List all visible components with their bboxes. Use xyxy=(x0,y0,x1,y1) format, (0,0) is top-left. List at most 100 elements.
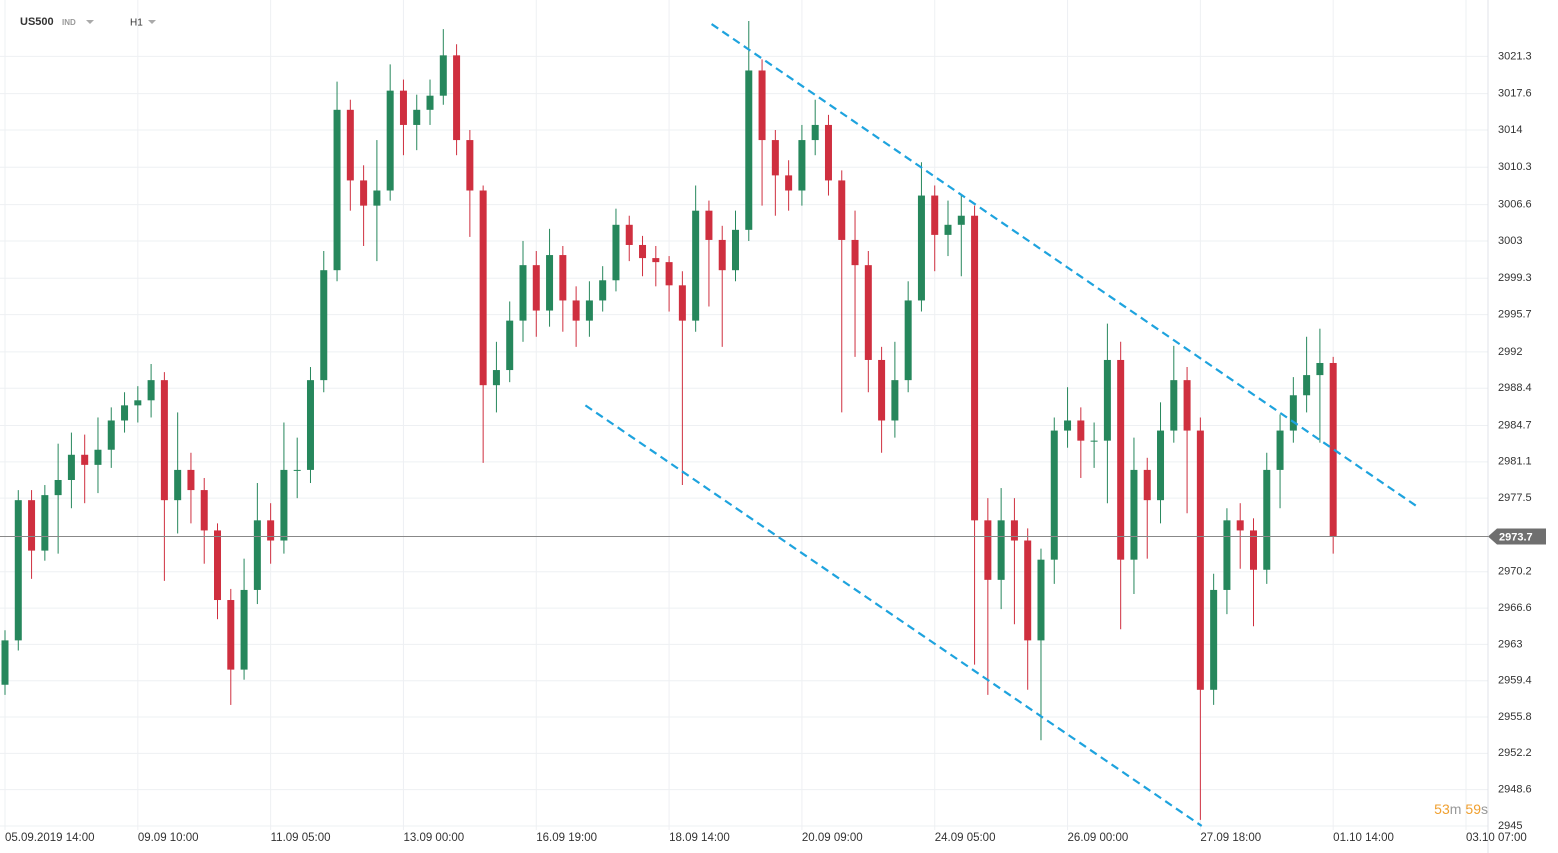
candle-body xyxy=(1249,530,1257,570)
candle-body xyxy=(439,55,447,96)
x-tick-label: 18.09 14:00 xyxy=(669,832,730,844)
countdown-seconds-unit: s xyxy=(1481,801,1488,817)
candle-body xyxy=(599,280,607,301)
candle-body xyxy=(1103,359,1111,441)
y-tick-label: 2963 xyxy=(1498,638,1522,650)
y-tick-label: 2955.8 xyxy=(1498,711,1532,723)
candle-body xyxy=(546,255,554,311)
candle-body xyxy=(1130,469,1138,560)
candle-body xyxy=(227,600,235,670)
y-tick-label: 2988.4 xyxy=(1498,382,1532,394)
candle-body xyxy=(519,265,527,321)
candle-body xyxy=(771,140,779,176)
candle-body xyxy=(1329,362,1337,537)
candle-body xyxy=(944,224,952,235)
candle-body xyxy=(54,479,62,496)
candle-body xyxy=(1077,420,1085,441)
candle-body xyxy=(652,258,660,263)
candle-body xyxy=(1117,359,1125,560)
candle-body xyxy=(492,370,500,386)
candle-body xyxy=(639,244,647,259)
y-tick-label: 3017.6 xyxy=(1498,88,1532,100)
x-tick-label: 27.09 18:00 xyxy=(1200,832,1261,844)
dropdown-arrow[interactable] xyxy=(148,20,156,24)
candle-body xyxy=(41,495,49,551)
y-tick-label: 3006.6 xyxy=(1498,199,1532,211)
candle-body xyxy=(1170,380,1178,431)
candle-body xyxy=(293,469,301,471)
candle-body xyxy=(1276,430,1284,470)
candle-body xyxy=(824,124,832,181)
candle-body xyxy=(1223,520,1231,590)
grid xyxy=(0,0,1489,853)
candle-body xyxy=(1064,420,1072,431)
candle-body xyxy=(426,95,434,110)
candle-body xyxy=(798,140,806,191)
market: IND xyxy=(62,18,76,27)
candle-body xyxy=(373,190,381,206)
candle-body xyxy=(1289,395,1297,431)
candle-body xyxy=(147,380,155,401)
y-tick-label: 2970.2 xyxy=(1498,566,1532,578)
candle-body xyxy=(1316,362,1324,376)
candle-body xyxy=(466,140,474,191)
x-tick-label: 11.09 05:00 xyxy=(271,832,331,844)
overlay: 2973.7 xyxy=(0,23,1546,827)
candle-body xyxy=(891,380,899,421)
candle-body xyxy=(479,190,487,386)
candle-body xyxy=(346,109,354,181)
candle-body xyxy=(306,380,314,470)
candle-body xyxy=(864,265,872,360)
candle-body xyxy=(1236,520,1244,531)
symbol[interactable]: US500 xyxy=(20,16,54,28)
candle-body xyxy=(851,239,859,266)
candle-body xyxy=(838,180,846,240)
dropdown-arrow[interactable] xyxy=(86,20,94,24)
x-tick-label: 16.09 19:00 xyxy=(536,832,597,844)
candle-body xyxy=(1010,520,1018,541)
candle-body xyxy=(971,215,979,521)
y-tick-label: 2959.4 xyxy=(1498,675,1532,687)
candle-body xyxy=(665,262,673,286)
candle-body xyxy=(1050,430,1058,560)
candle-body xyxy=(453,55,461,141)
x-tick-label: 01.10 14:00 xyxy=(1333,832,1394,844)
candle-body xyxy=(1183,380,1191,431)
candle-body xyxy=(360,180,368,206)
y-tick-label: 2945 xyxy=(1498,820,1522,832)
candle-body xyxy=(1303,375,1311,396)
candle-body xyxy=(240,589,248,670)
candle-body xyxy=(121,405,129,421)
candle-body xyxy=(532,265,540,311)
candle-body xyxy=(174,469,182,501)
candle-body xyxy=(267,520,275,541)
x-tick-label: 20.09 09:00 xyxy=(802,832,863,844)
trendline xyxy=(584,404,1203,827)
y-tick-label: 2992 xyxy=(1498,346,1522,358)
candle-body xyxy=(559,255,567,301)
y-tick-label: 3014 xyxy=(1498,124,1522,136)
candle-body xyxy=(732,229,739,271)
candle-body xyxy=(758,70,766,141)
candle-body xyxy=(745,70,753,230)
y-tick-label: 2999.3 xyxy=(1498,272,1532,284)
y-tick-label: 2981.1 xyxy=(1498,456,1532,468)
last-price-label: 2973.7 xyxy=(1499,531,1533,543)
countdown-minutes: 53 xyxy=(1434,801,1450,817)
candle-body xyxy=(625,224,633,245)
candle-body xyxy=(1143,469,1151,501)
candle-body xyxy=(572,300,580,321)
x-tick-label: 26.09 00:00 xyxy=(1068,832,1129,844)
candle-body xyxy=(1196,430,1204,690)
candle-body xyxy=(692,210,700,321)
candle-body xyxy=(187,469,195,491)
candle-body xyxy=(81,454,89,465)
timeframe[interactable]: H1 xyxy=(130,18,143,29)
countdown: 53m 59s xyxy=(1434,801,1488,817)
countdown-seconds: 59 xyxy=(1465,801,1481,817)
x-tick-label: 13.09 00:00 xyxy=(403,832,464,844)
y-tick-label: 2948.6 xyxy=(1498,784,1532,796)
y-tick-label: 3010.3 xyxy=(1498,161,1532,173)
candle-body xyxy=(413,109,421,125)
